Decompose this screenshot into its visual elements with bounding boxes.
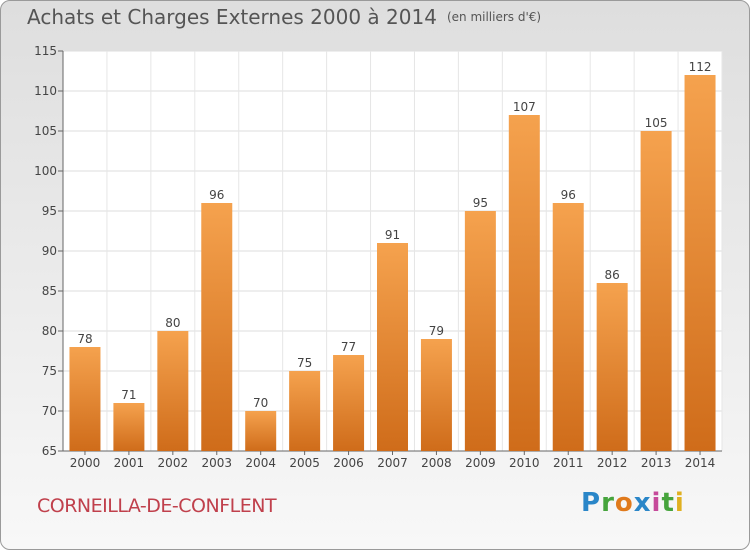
y-tick-label: 80	[42, 324, 57, 338]
x-tick-label: 2007	[377, 456, 408, 470]
data-label: 77	[341, 340, 356, 354]
bar-2005	[289, 371, 321, 451]
bar-2004	[245, 411, 277, 451]
bar-2011	[552, 203, 584, 451]
data-labels: 78 71 80 96 70 75 77 91 79 95 107 96 86 105 112	[77, 60, 711, 410]
commune-name: CORNEILLA-DE-CONFLENT	[37, 495, 277, 517]
bar-2012	[596, 283, 628, 451]
chart-unit: (en milliers d'€)	[446, 10, 542, 24]
x-tick-label: 2002	[158, 456, 189, 470]
y-tick-label: 115	[34, 44, 57, 58]
logo-letter: i	[651, 488, 662, 518]
data-label: 95	[473, 196, 488, 210]
bar-2007	[377, 243, 408, 451]
y-tick-label: 100	[34, 164, 57, 178]
x-tick-label: 2011	[553, 456, 584, 470]
data-label: 112	[689, 60, 712, 74]
axes: 65 70 75 80 85 90 95 100 105 110 115 2000 2001 2002 20…	[34, 44, 722, 470]
y-tick-label: 110	[34, 84, 57, 98]
logo-letter: o	[614, 488, 634, 518]
data-label: 80	[165, 316, 180, 330]
data-label: 78	[77, 332, 92, 346]
x-tick-label: 2010	[509, 456, 540, 470]
data-label: 96	[209, 188, 224, 202]
bar-2001	[113, 403, 145, 451]
bars	[69, 75, 716, 451]
x-tick-label: 2014	[685, 456, 716, 470]
x-tick-label: 2012	[597, 456, 628, 470]
x-tick-label: 2006	[333, 456, 364, 470]
data-label: 75	[297, 356, 312, 370]
logo-letter: r	[601, 488, 615, 518]
proxiti-logo: Proxiti	[581, 488, 685, 518]
data-label: 105	[645, 116, 668, 130]
y-tick-label: 90	[42, 244, 57, 258]
bar-2010	[508, 115, 540, 451]
data-label: 71	[121, 388, 136, 402]
x-tick-label: 2008	[421, 456, 452, 470]
x-tick-label: 2003	[201, 456, 232, 470]
data-label: 91	[385, 228, 400, 242]
y-tick-label: 70	[42, 404, 57, 418]
y-tick-label: 85	[42, 284, 57, 298]
bar-2009	[464, 211, 496, 451]
bar-2000	[69, 347, 101, 451]
x-tick-label: 2004	[245, 456, 276, 470]
bar-2002	[157, 331, 189, 451]
data-label: 96	[561, 188, 576, 202]
y-tick-label: 65	[42, 444, 57, 458]
bar-2006	[333, 355, 365, 451]
logo-letter: t	[661, 488, 675, 518]
x-tick-label: 2013	[641, 456, 672, 470]
x-tick-label: 2000	[70, 456, 101, 470]
data-label: 86	[605, 268, 620, 282]
x-tick-label: 2009	[465, 456, 496, 470]
bar-2014	[684, 75, 716, 451]
logo-letter: x	[633, 488, 652, 518]
y-tick-label: 75	[42, 364, 57, 378]
bar-2003	[201, 203, 233, 451]
bar-2008	[420, 339, 452, 451]
data-label: 70	[253, 396, 268, 410]
y-tick-label: 105	[34, 124, 57, 138]
x-tick-label: 2001	[114, 456, 145, 470]
data-label: 79	[429, 324, 444, 338]
y-tick-label: 95	[42, 204, 57, 218]
data-label: 107	[513, 100, 536, 114]
chart-title-text: Achats et Charges Externes 2000 à 2014	[27, 5, 437, 29]
x-tick-label: 2005	[289, 456, 320, 470]
chart-title: Achats et Charges Externes 2000 à 2014 (e…	[27, 5, 541, 29]
bar-2013	[640, 131, 672, 451]
logo-letter: i	[674, 488, 685, 518]
logo-letter: P	[581, 488, 602, 518]
